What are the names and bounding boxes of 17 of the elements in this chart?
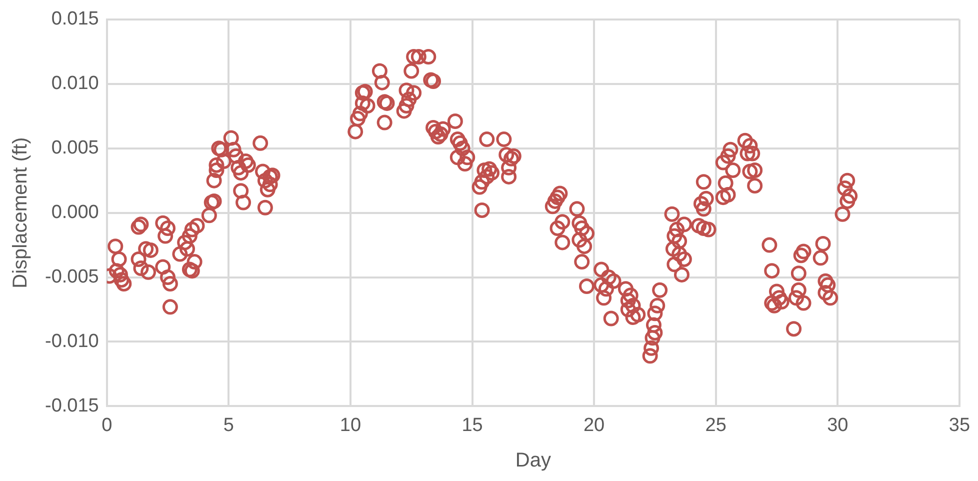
y-tick-label: 0.010 [51,73,99,94]
y-tick-label: 0.000 [51,202,99,224]
x-tick-label: 15 [462,414,483,436]
x-tick-label: 25 [705,414,726,436]
y-tick-label: 0.015 [51,8,99,30]
y-axis-title: Displacement (ft) [10,137,32,288]
x-tick-label: 5 [223,414,234,436]
y-tick-label: -0.015 [45,395,99,416]
y-tick-label: -0.005 [45,266,99,288]
x-axis-title: Day [515,450,551,472]
x-tick-label: 30 [827,414,848,436]
y-tick-label: -0.010 [45,330,99,352]
x-tick-label: 35 [948,414,970,436]
x-tick-label: 20 [583,414,605,436]
x-tick-label: 0 [102,414,112,436]
y-tick-label: 0.005 [51,138,99,159]
x-tick-label: 10 [340,414,362,436]
